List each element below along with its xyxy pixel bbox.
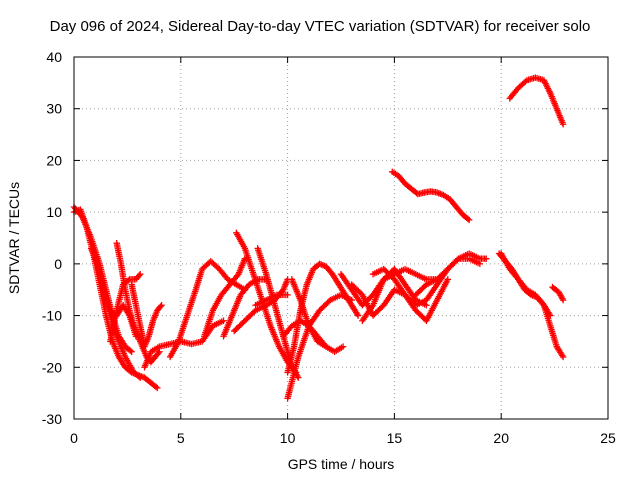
data-point xyxy=(559,296,567,304)
data-point xyxy=(127,347,134,354)
data-points xyxy=(70,74,567,402)
grid-lines xyxy=(74,57,608,419)
series-arc-15 xyxy=(252,291,291,309)
series-arc-7 xyxy=(107,271,144,345)
y-tick-label: 10 xyxy=(46,204,62,220)
data-point xyxy=(539,300,546,307)
data-point xyxy=(78,212,85,220)
data-point xyxy=(284,291,291,299)
series-arc-29 xyxy=(506,74,567,128)
y-tick-label: 30 xyxy=(46,101,62,117)
data-point xyxy=(464,215,472,223)
data-point xyxy=(234,272,241,279)
series-arc-28 xyxy=(549,283,567,304)
data-point xyxy=(137,374,144,381)
chart-title: Day 096 of 2024, Sidereal Day-to-day VTE… xyxy=(49,18,591,35)
data-point xyxy=(465,216,473,224)
data-point xyxy=(339,343,347,350)
series-arc-4 xyxy=(94,265,144,381)
data-point xyxy=(353,310,361,318)
data-point xyxy=(348,296,355,304)
series-arc-14 xyxy=(231,276,291,335)
data-point xyxy=(154,384,161,392)
y-tick-label: -20 xyxy=(42,359,62,375)
data-point xyxy=(322,343,330,350)
x-tick-label: 20 xyxy=(493,430,509,446)
y-tick-label: 40 xyxy=(46,49,62,65)
data-point xyxy=(354,312,362,319)
series-arc-25 xyxy=(389,168,473,224)
x-tick-label: 5 xyxy=(177,430,185,446)
data-point xyxy=(295,374,302,381)
data-point xyxy=(135,272,143,279)
data-point xyxy=(444,276,451,283)
axis-ticks: 0 5 10 15 20 25 -30 -20 -10 0 10 20 30 40 xyxy=(42,49,616,446)
series-arc-24 xyxy=(412,250,490,299)
data-point xyxy=(559,352,566,359)
x-tick-label: 0 xyxy=(70,430,78,446)
data-point xyxy=(157,303,164,310)
y-tick-label: -10 xyxy=(42,308,62,324)
data-point xyxy=(220,317,227,324)
data-point xyxy=(152,383,160,391)
data-point xyxy=(483,255,490,262)
series-arc-6 xyxy=(128,281,165,350)
series-arc-17 xyxy=(284,291,355,402)
series-arc-19 xyxy=(288,276,330,350)
y-tick-label: 0 xyxy=(54,256,62,272)
series-arc-27 xyxy=(498,250,567,361)
x-tick-label: 25 xyxy=(600,430,616,446)
data-point xyxy=(155,349,162,357)
series-arc-9 xyxy=(166,258,249,361)
data-point xyxy=(559,121,567,128)
y-axis-label: SDTVAR / TECUs xyxy=(6,181,22,295)
data-point xyxy=(137,271,144,278)
plot-frame xyxy=(73,56,609,420)
series-arc-10 xyxy=(201,255,249,340)
data-point xyxy=(125,277,132,284)
y-tick-label: -30 xyxy=(42,411,62,427)
x-axis-label: GPS time / hours xyxy=(287,456,395,472)
x-tick-label: 15 xyxy=(387,430,403,446)
y-tick-label: 20 xyxy=(46,152,62,168)
data-point xyxy=(559,353,567,361)
data-point xyxy=(158,302,165,309)
x-tick-label: 10 xyxy=(280,430,296,446)
data-point xyxy=(128,348,135,355)
data-point xyxy=(135,373,143,380)
